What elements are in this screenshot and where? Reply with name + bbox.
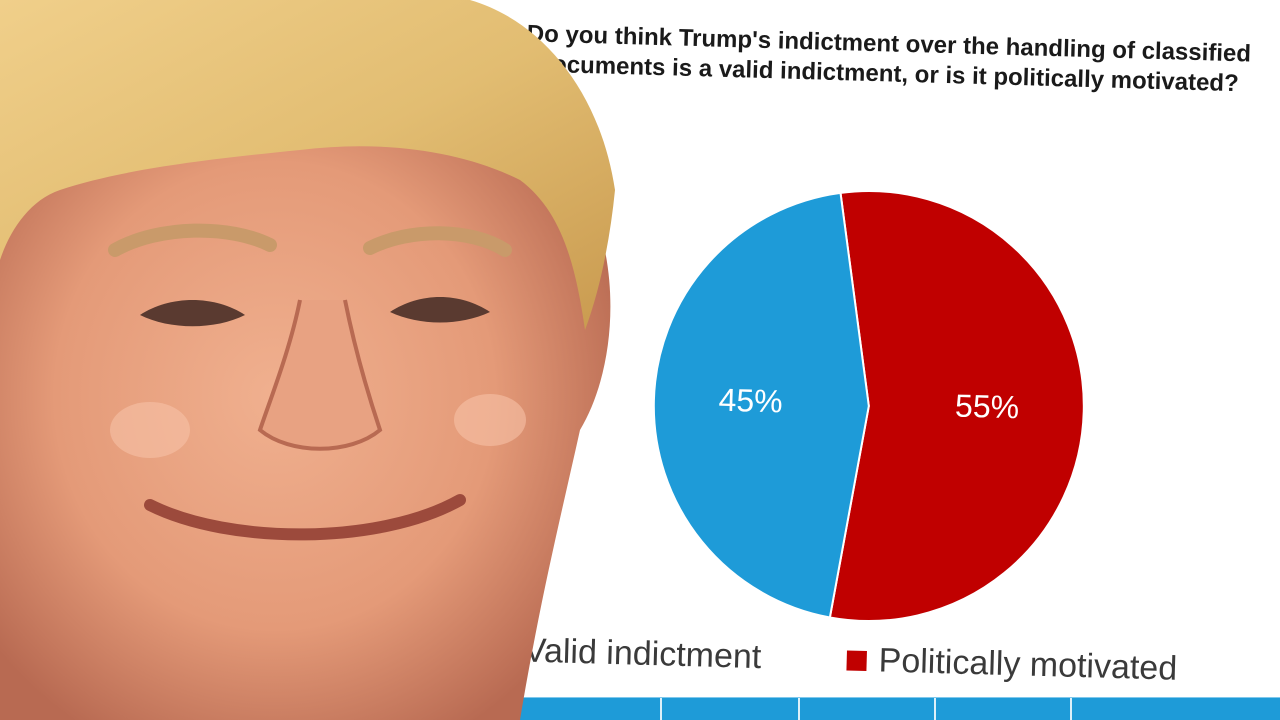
legend-swatch-politically-motivated bbox=[846, 650, 867, 671]
left-eyebrow bbox=[108, 223, 277, 257]
strip-divider bbox=[934, 698, 936, 720]
bottom-color-strip bbox=[520, 697, 1280, 720]
pie-slice-politically-motivated bbox=[828, 190, 1085, 622]
cheek-highlight bbox=[110, 402, 190, 458]
cheek-highlight bbox=[454, 394, 526, 446]
smiling-mouth bbox=[144, 494, 466, 541]
portrait-photo bbox=[0, 0, 615, 720]
strip-divider bbox=[660, 698, 662, 720]
strip-divider bbox=[1070, 698, 1072, 720]
data-label-valid-indictment: 45% bbox=[718, 382, 783, 420]
data-label-politically-motivated: 55% bbox=[955, 388, 1020, 426]
legend-label-politically-motivated: Politically motivated bbox=[878, 641, 1178, 688]
right-eyebrow bbox=[363, 226, 512, 257]
pie-chart-card: Do you think Trump's indictment over the… bbox=[459, 0, 1280, 720]
right-eye bbox=[390, 297, 490, 323]
pie-chart: 55% 45% bbox=[652, 190, 1085, 622]
left-eye bbox=[140, 300, 245, 327]
hair-shape bbox=[0, 0, 615, 330]
strip-divider bbox=[798, 698, 800, 720]
pie-slice-valid-indictment bbox=[652, 191, 870, 619]
nose bbox=[257, 299, 383, 451]
legend-item-politically-motivated: Politically motivated bbox=[846, 641, 1178, 689]
